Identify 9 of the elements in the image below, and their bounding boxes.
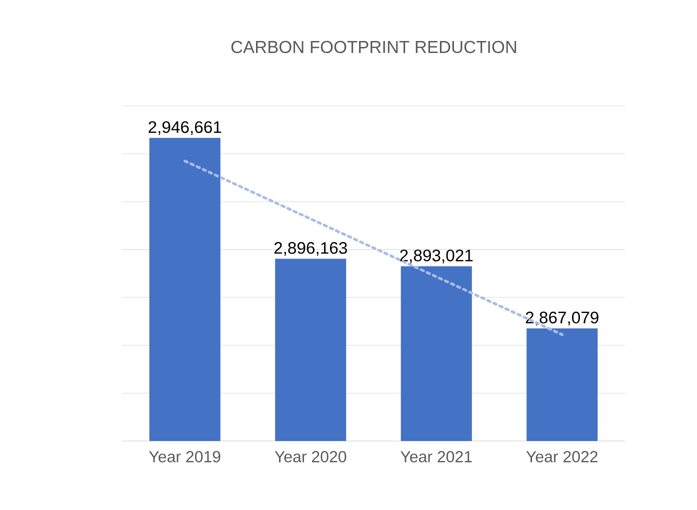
data-label: 2,867,079: [526, 312, 598, 326]
x-tick-label: Year 2019: [149, 451, 220, 462]
x-tick-label: Year 2022: [526, 451, 598, 462]
x-tick-label: Year 2021: [400, 451, 472, 462]
chart-title: CARBON FOOTPRINT REDUCTION: [231, 40, 516, 54]
x-tick-label: Year 2020: [274, 451, 346, 462]
data-label: 2,893,021: [400, 250, 473, 264]
data-label: 2,896,163: [274, 242, 347, 256]
data-label: 2,946,661: [148, 121, 222, 135]
